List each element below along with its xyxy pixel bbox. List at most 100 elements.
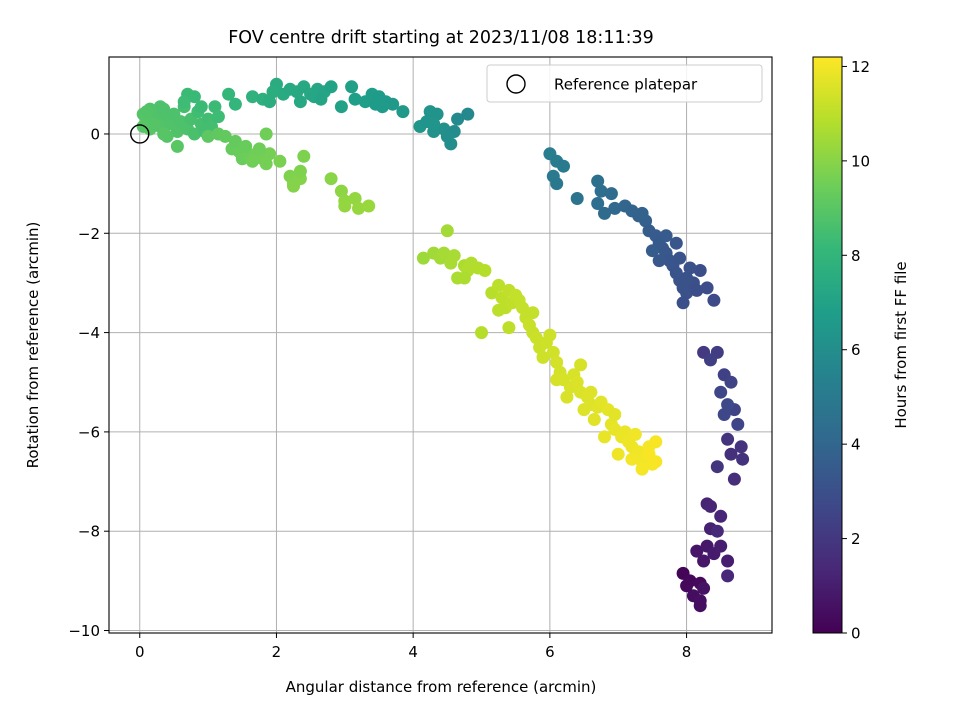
scatter-point [170,125,184,138]
colorbar-tick-label: 2 [851,530,861,548]
scatter-point [591,174,605,188]
scatter-point [659,229,673,243]
scatter-point [570,375,584,389]
scatter-point [604,187,618,201]
x-tick-label: 4 [408,643,418,661]
scatter-point [461,107,475,121]
scatter-point [516,301,529,315]
scatter-point [478,264,492,277]
y-tick-label: −10 [68,622,100,640]
scatter-point [362,199,376,213]
scatter-point [608,201,622,215]
scatter-point [680,271,694,285]
scatter-point [550,355,564,369]
scatter-point [700,281,714,295]
scatter-point [246,90,259,104]
scatter-point [584,385,598,399]
scatter-point [560,390,574,404]
scatter-point [211,110,225,124]
x-tick-label: 8 [682,643,692,661]
scatter-point [618,425,632,439]
scatter-point [635,462,649,476]
scatter-point [673,251,687,265]
scatter-point [187,90,201,104]
scatter-point [598,206,611,220]
scatter-point [550,373,564,387]
y-axis-label: Rotation from reference (arcmin) [24,222,42,469]
colorbar-tick-label: 10 [851,152,870,170]
scatter-point [690,544,704,558]
scatter-point [228,134,242,148]
scatter-point [416,251,430,265]
scatter-point [252,142,266,156]
scatter-point [724,375,738,389]
scatter-points [136,77,750,613]
scatter-point [635,206,649,220]
y-tick-label: −4 [78,324,100,342]
scatter-point [676,296,690,310]
scatter-point [475,326,488,340]
scatter-point [683,261,697,275]
scatter-point [707,293,721,307]
scatter-point [591,197,605,210]
scatter-point [153,100,167,114]
scatter-point [669,236,683,250]
scatter-point [348,92,362,106]
scatter-point [734,440,748,454]
scatter-point [157,127,171,141]
scatter-point [314,92,328,106]
scatter-point [714,385,728,399]
scatter-point [259,127,273,141]
scatter-point [717,408,731,421]
scatter-point [557,159,570,173]
scatter-point [697,581,711,595]
colorbar-label: Hours from first FF file [892,261,910,428]
scatter-point [577,403,591,417]
scatter-point [704,499,717,513]
chart-title: FOV centre drift starting at 2023/11/08 … [228,28,654,48]
scatter-point [440,224,454,238]
scatter-point [457,271,471,285]
colorbar: 0 2 4 6 8 10 12 Hours from first FF file [812,56,910,643]
scatter-point [334,100,348,114]
scatter-point [293,164,307,178]
scatter-point [228,97,242,111]
colorbar-tick-label: 0 [851,625,861,643]
scatter-point [297,149,311,163]
legend-label: Reference platepar [554,76,698,94]
scatter-point [208,100,222,114]
scatter-point [546,345,560,359]
scatter-point [293,95,307,109]
scatter-point [550,177,564,191]
grid-lines [109,57,772,633]
scatter-point [136,120,150,133]
scatter-point [690,283,704,297]
scatter-point [218,129,232,143]
x-axis-ticks: 0 2 4 6 8 [135,633,691,661]
scatter-point [693,594,707,608]
scatter-point [352,201,365,215]
scatter-point [724,447,738,461]
scatter-point [201,129,215,143]
scatter-point [611,447,625,461]
scatter-point [608,408,622,421]
scatter-point [529,331,543,345]
scatter-point [259,157,273,171]
colorbar-tick-label: 4 [851,436,861,454]
colorbar-tick-label: 12 [851,58,870,76]
scatter-point [721,432,735,446]
plot-frame [108,56,773,634]
scatter-point [721,398,735,412]
scatter-point [440,129,454,143]
scatter-point [222,87,236,101]
y-tick-label: −8 [78,523,100,541]
scatter-point [386,97,400,111]
scatter-point [427,117,441,131]
scatter-point [526,306,540,320]
scatter-point [492,278,506,292]
scatter-point [625,452,639,466]
scatter-point [263,95,277,109]
scatter-point [680,286,694,300]
colorbar-tick-label: 8 [851,247,861,265]
scatter-point [324,172,338,186]
